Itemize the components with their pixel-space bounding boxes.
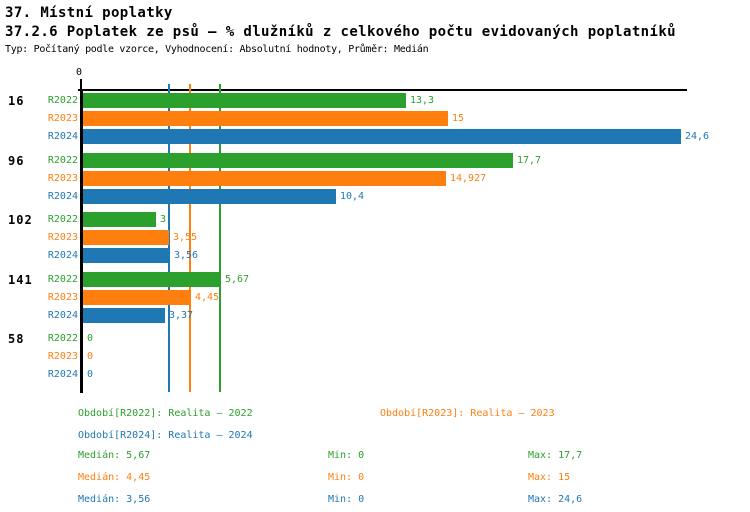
group-label-96: 96 [8, 153, 25, 168]
axis-origin-tick [80, 79, 82, 90]
stat-max-r2023: Max: 15 [528, 472, 571, 483]
legend-item-r2022: Období[R2022]: Realita – 2022 [78, 408, 253, 419]
bar [83, 129, 681, 144]
median-line-r2023 [189, 84, 192, 392]
bar [83, 230, 169, 245]
bar-value-label: 4,45 [195, 291, 220, 303]
group-label-141: 141 [8, 272, 33, 287]
median-line-r2022 [218, 84, 221, 392]
group-label-16: 16 [8, 94, 25, 108]
bar-value-label: 17,7 [517, 154, 542, 166]
stat-min-r2024: Min: 0 [328, 494, 365, 505]
series-label: R2022 [47, 154, 78, 166]
stat-median-r2024: Medián: 3,56 [78, 494, 151, 505]
bar [83, 93, 406, 108]
series-label: R2024 [47, 131, 78, 142]
bar-value-label: 3 [160, 214, 167, 225]
bar-value-label: 3,55 [173, 232, 198, 243]
bar [83, 212, 156, 227]
stat-median-r2023: Medián: 4,45 [78, 472, 151, 483]
bar-value-label: 10,4 [340, 190, 365, 202]
bar [83, 307, 165, 323]
bar-value-label: 3,37 [169, 309, 194, 321]
series-label: R2022 [47, 333, 78, 344]
meta-line: Typ: Počítaný podle vzorce, Vyhodnocení:… [5, 44, 429, 55]
series-label: R2022 [47, 214, 78, 225]
stat-max-r2022: Max: 17,7 [528, 450, 583, 461]
bar [83, 111, 448, 126]
x-axis-line [78, 89, 687, 91]
bar [83, 289, 191, 305]
series-label: R2024 [47, 369, 78, 380]
bar-value-label: 3,56 [174, 250, 199, 261]
series-label: R2024 [47, 309, 78, 321]
bar-value-label: 15 [452, 113, 465, 124]
bar-value-label: 0 [87, 351, 94, 362]
y-axis-line [80, 89, 83, 393]
group-label-58: 58 [8, 332, 25, 346]
bar-value-label: 5,67 [225, 273, 250, 285]
stat-max-r2024: Max: 24,6 [528, 494, 583, 505]
series-label: R2024 [47, 190, 78, 202]
bar [83, 248, 170, 263]
bar-value-label: 24,6 [685, 131, 710, 142]
series-label: R2023 [47, 172, 78, 184]
group-label-102: 102 [8, 213, 33, 227]
series-label: R2024 [47, 250, 78, 261]
bar-value-label: 14,927 [450, 172, 487, 184]
axis-origin-label: 0 [76, 67, 83, 78]
bar-value-label: 0 [87, 369, 94, 380]
series-label: R2022 [47, 95, 78, 106]
page-title: 37. Místní poplatky [5, 5, 173, 21]
page-subtitle: 37.2.6 Poplatek ze psů – % dlužníků z ce… [5, 24, 676, 40]
bar-value-label: 0 [87, 333, 94, 344]
series-label: R2022 [47, 273, 78, 285]
series-label: R2023 [47, 113, 78, 124]
bar-value-label: 13,3 [410, 95, 435, 106]
bar [83, 170, 446, 186]
stat-min-r2023: Min: 0 [328, 472, 365, 483]
series-label: R2023 [47, 291, 78, 303]
series-label: R2023 [47, 351, 78, 362]
stat-median-r2022: Medián: 5,67 [78, 450, 151, 461]
series-label: R2023 [47, 232, 78, 243]
bar [83, 152, 513, 168]
bar [83, 271, 221, 287]
legend-item-r2023: Období[R2023]: Realita – 2023 [380, 408, 555, 419]
stat-min-r2022: Min: 0 [328, 450, 365, 461]
bar [83, 188, 336, 204]
legend-item-r2024: Období[R2024]: Realita – 2024 [78, 430, 253, 441]
